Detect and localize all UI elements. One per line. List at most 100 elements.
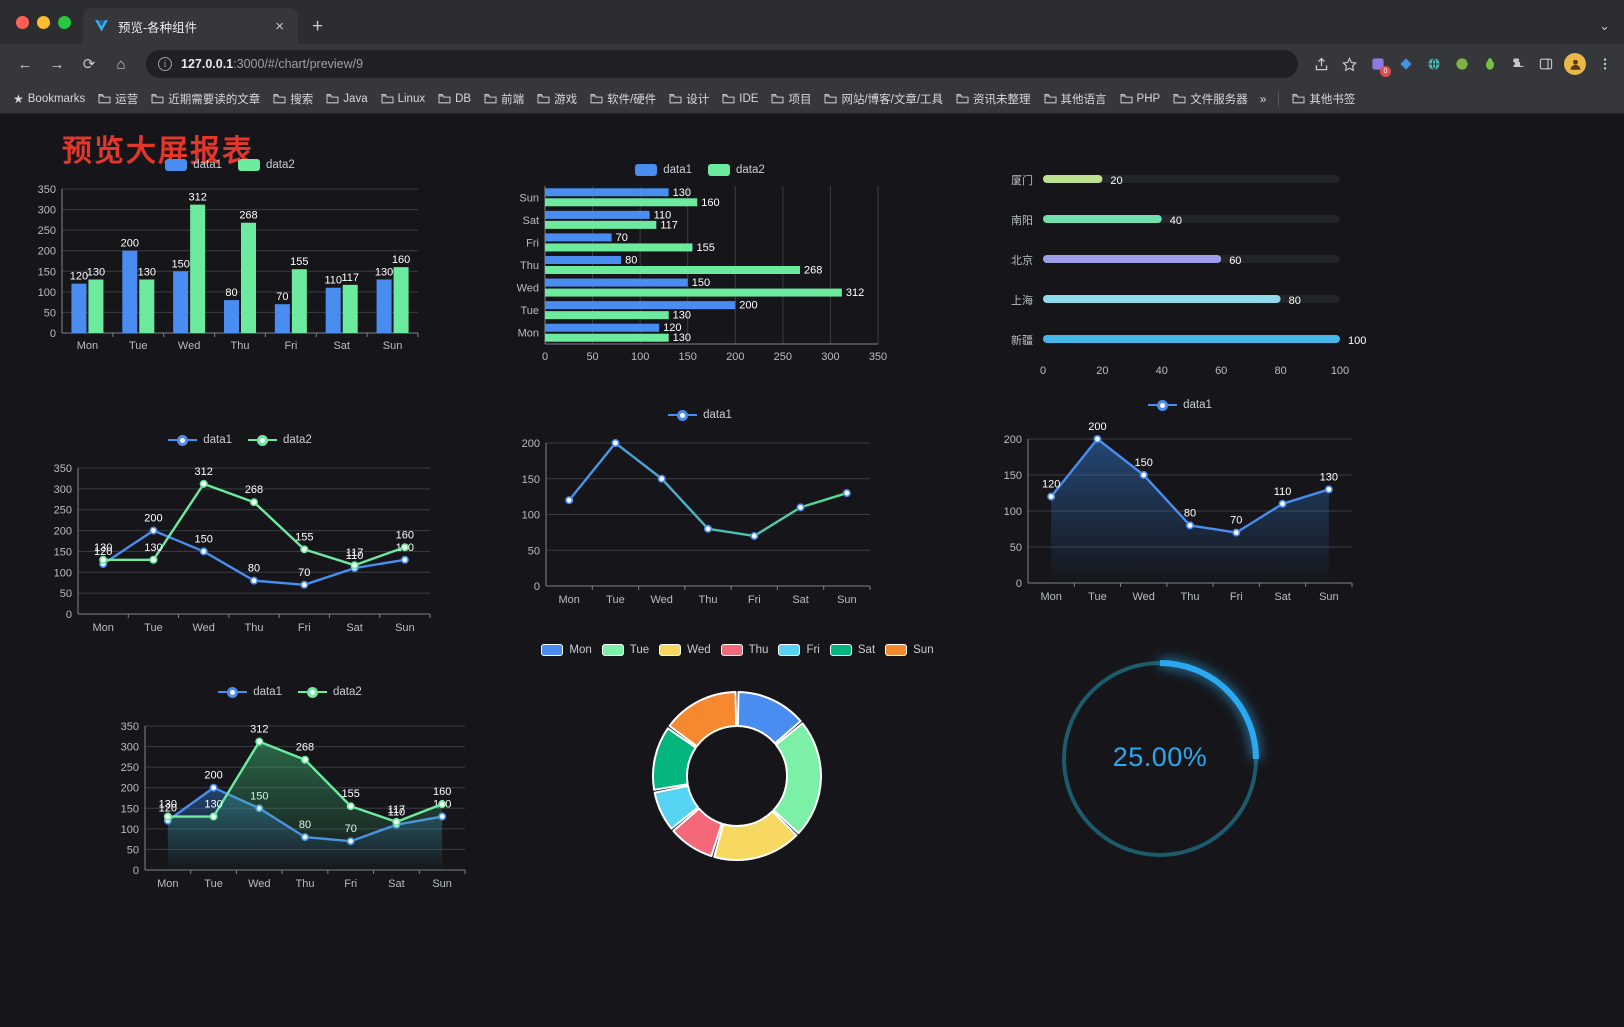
data-point[interactable]	[1324, 485, 1333, 494]
line-two-series-svg[interactable]: 0 50 100 150 200 250 300 350 Mon Tue Wed Thu Fri Sat S…	[30, 446, 450, 646]
data-point[interactable]	[1047, 492, 1056, 501]
data-point[interactable]	[1278, 499, 1287, 508]
progress-fill[interactable]	[1043, 215, 1162, 223]
close-tab-button[interactable]: ×	[275, 17, 284, 35]
data-point[interactable]	[842, 489, 851, 498]
bookmark-folder[interactable]: 搜索	[268, 88, 318, 110]
progress-fill[interactable]	[1043, 335, 1340, 343]
bookmark-folder[interactable]: 设计	[664, 88, 714, 110]
pie-slice[interactable]	[713, 810, 798, 861]
data-point[interactable]	[149, 526, 158, 535]
data-point[interactable]	[1186, 521, 1195, 530]
data-point[interactable]	[149, 555, 158, 564]
progress-fill[interactable]	[1043, 175, 1103, 183]
data-point[interactable]	[1232, 528, 1241, 537]
bar[interactable]	[241, 222, 256, 333]
bookmark-folder[interactable]: 软件/硬件	[585, 88, 661, 110]
extensions-icon[interactable]	[1508, 55, 1527, 74]
bookmark-folder[interactable]: DB	[433, 90, 476, 108]
legend-item[interactable]: Fri	[778, 644, 820, 656]
bar[interactable]	[545, 301, 736, 310]
data-point[interactable]	[99, 555, 108, 564]
bar[interactable]	[342, 284, 358, 333]
pie-slice[interactable]	[672, 807, 723, 857]
bar-vertical-svg[interactable]: 050100150200250300350Mon120130Tue200130W…	[20, 171, 440, 366]
bar[interactable]	[190, 204, 206, 333]
bar[interactable]	[325, 287, 341, 333]
browser-tab[interactable]: 预览-各种组件 ×	[83, 8, 298, 44]
bug-icon[interactable]	[1480, 55, 1499, 74]
bar[interactable]	[545, 220, 657, 229]
legend-item[interactable]: Thu	[720, 644, 768, 656]
bookmark-folder[interactable]: Linux	[376, 90, 431, 108]
window-controls[interactable]	[10, 0, 83, 44]
progress-fill[interactable]	[1043, 295, 1281, 303]
bar[interactable]	[545, 323, 660, 332]
legend-item[interactable]: data2	[238, 159, 295, 171]
bar[interactable]	[545, 198, 698, 207]
gauge-svg[interactable]	[1035, 634, 1285, 884]
legend-item[interactable]: Wed	[659, 644, 711, 656]
bar[interactable]	[224, 300, 239, 333]
data-point[interactable]	[250, 498, 259, 507]
legend-item[interactable]: data1	[1148, 399, 1212, 411]
data-point[interactable]	[300, 580, 309, 589]
data-point[interactable]	[350, 561, 359, 570]
bar[interactable]	[545, 256, 622, 264]
bookmarks-overflow-button[interactable]: »	[1259, 91, 1267, 106]
bookmark-folder[interactable]: 近期需要读的文章	[146, 88, 265, 110]
bar[interactable]	[545, 210, 650, 219]
pie-slice[interactable]	[652, 727, 697, 791]
bookmark-folder[interactable]: 资讯未整理	[951, 88, 1036, 110]
bar[interactable]	[545, 278, 688, 287]
data-point[interactable]	[704, 524, 713, 533]
data-point[interactable]	[565, 496, 574, 505]
line-series[interactable]	[568, 441, 848, 538]
data-point[interactable]	[209, 812, 218, 821]
bookmark-folder[interactable]: 其他语言	[1039, 88, 1112, 110]
data-point[interactable]	[199, 547, 208, 556]
data-point[interactable]	[300, 545, 309, 554]
data-point[interactable]	[209, 783, 218, 792]
bar[interactable]	[545, 311, 669, 320]
gauge-progress-arc[interactable]	[1159, 660, 1259, 760]
bar[interactable]	[274, 304, 290, 333]
legend-item[interactable]: data1	[635, 164, 692, 176]
pie-slice[interactable]	[772, 722, 822, 835]
minimize-window-button[interactable]	[37, 15, 50, 29]
legend-item[interactable]: Tue	[601, 644, 649, 656]
data-point[interactable]	[346, 802, 355, 811]
bar[interactable]	[545, 333, 669, 342]
bar[interactable]	[376, 279, 392, 333]
forward-button[interactable]: →	[49, 55, 65, 73]
bar[interactable]	[88, 279, 104, 333]
maximize-window-button[interactable]	[58, 15, 71, 29]
address-bar[interactable]: i 127.0.0.1:3000/#/chart/preview/9	[146, 50, 1298, 78]
bookmark-folder[interactable]: 运营	[93, 88, 143, 110]
legend-item[interactable]: data1	[165, 159, 222, 171]
legend-item[interactable]: data1	[218, 686, 282, 698]
tab-list-menu-button[interactable]: ⌄	[1599, 18, 1610, 33]
data-point[interactable]	[199, 479, 208, 488]
data-point[interactable]	[400, 555, 409, 564]
bookmark-folder[interactable]: 前端	[479, 88, 529, 110]
bookmark-star-icon[interactable]	[1340, 55, 1359, 74]
bookmark-folder[interactable]: 项目	[766, 88, 816, 110]
share-icon[interactable]	[1312, 55, 1331, 74]
bar[interactable]	[122, 250, 138, 333]
bookmark-folder[interactable]: 游戏	[532, 88, 582, 110]
new-tab-button[interactable]: +	[312, 16, 324, 37]
bookmark-folder[interactable]: 文件服务器	[1168, 88, 1253, 110]
legend-item[interactable]: data1	[168, 434, 232, 446]
bar[interactable]	[545, 243, 693, 252]
bookmark-folder[interactable]: 网站/博客/文章/工具	[819, 88, 948, 110]
data-point[interactable]	[796, 503, 805, 512]
bar[interactable]	[71, 283, 87, 333]
data-point[interactable]	[400, 543, 409, 552]
pie-slice[interactable]	[736, 691, 802, 745]
data-point[interactable]	[438, 800, 447, 809]
bar[interactable]	[545, 266, 800, 274]
bar[interactable]	[545, 233, 612, 242]
circle-green-icon[interactable]	[1452, 55, 1471, 74]
bookmark-folder[interactable]: Java	[321, 90, 372, 108]
